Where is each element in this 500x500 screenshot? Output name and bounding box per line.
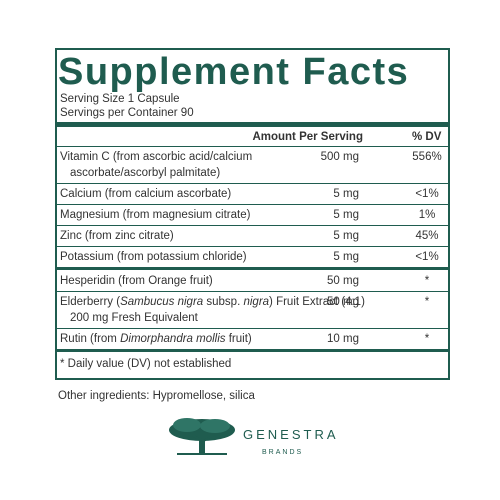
name-part: Calcium (from calcium ascorbate) (60, 188, 232, 200)
daily-value: * (424, 333, 430, 345)
serving-size: Serving Size 1 Capsule (60, 93, 180, 105)
daily-value: * (424, 275, 430, 287)
nutrient-name: Rutin (from Dimorphandra mollis fruit) (60, 331, 252, 347)
daily-value: <1% (415, 188, 439, 200)
row-rule (57, 183, 448, 184)
amount: 50 mg (327, 296, 359, 308)
daily-value: <1% (415, 251, 439, 263)
daily-value: 45% (415, 230, 439, 242)
nutrient-name: Calcium (from calcium ascorbate) (60, 186, 231, 202)
name-part: nigra (243, 296, 270, 308)
name-part: Elderberry ( (60, 296, 121, 308)
amount: 50 mg (327, 275, 359, 287)
row-rule (57, 225, 448, 226)
thick-rule (57, 122, 448, 127)
column-header: Amount Per Serving (252, 131, 363, 143)
thick-rule (57, 349, 448, 352)
amount: 5 mg (333, 209, 359, 221)
logo-sub: BRANDS (262, 449, 304, 456)
name-part: ) Fruit Extract (4:1) (269, 296, 365, 308)
nutrient-name: Vitamin C (from ascorbic acid/calcium (60, 149, 252, 165)
column-header: % DV (412, 131, 442, 143)
nutrient-name: 200 mg Fresh Equivalent (70, 310, 198, 326)
thick-rule (57, 267, 448, 270)
row-rule (57, 291, 448, 292)
amount: 5 mg (333, 188, 359, 200)
amount: 500 mg (320, 151, 359, 163)
name-part: Magnesium (from magnesium citrate) (60, 209, 251, 221)
nutrient-name: Zinc (from zinc citrate) (60, 228, 174, 244)
row-rule (57, 328, 448, 329)
name-part: Dimorphandra mollis (120, 333, 226, 345)
row-rule (57, 204, 448, 205)
daily-value: 556% (412, 151, 442, 163)
amount: 5 mg (333, 251, 359, 263)
name-part: Vitamin C (from ascorbic acid/calcium (60, 151, 253, 163)
nutrient-name: Elderberry (Sambucus nigra subsp. nigra)… (60, 294, 365, 310)
nutrient-name: Potassium (from potassium chloride) (60, 249, 247, 265)
daily-value: 1% (418, 209, 436, 221)
name-part: 200 mg Fresh Equivalent (70, 312, 198, 324)
logo-tree (169, 418, 235, 455)
nutrient-name: Magnesium (from magnesium citrate) (60, 207, 250, 223)
row-rule (57, 146, 448, 147)
title: Supplement Facts (58, 51, 410, 93)
name-part: fruit) (225, 333, 252, 345)
amount: 10 mg (327, 333, 359, 345)
name-part: subsp. (203, 296, 244, 308)
name-part: Rutin (from (60, 333, 121, 345)
name-part: Potassium (from potassium chloride) (60, 251, 247, 263)
daily-value: * (424, 296, 430, 308)
amount: 5 mg (333, 230, 359, 242)
other-ingredients: Other ingredients: Hypromellose, silica (58, 390, 255, 402)
nutrient-name: ascorbate/ascorbyl palmitate) (70, 165, 220, 181)
name-part: Hesperidin (from Orange fruit) (60, 275, 213, 287)
nutrient-name: Hesperidin (from Orange fruit) (60, 273, 213, 289)
logo-name: GENESTRA (243, 427, 339, 442)
name-part: ascorbate/ascorbyl palmitate) (70, 167, 221, 179)
name-part: Sambucus nigra (120, 296, 204, 308)
row-rule (57, 246, 448, 247)
footnote: * Daily value (DV) not established (60, 358, 232, 370)
name-part: Zinc (from zinc citrate) (60, 230, 174, 242)
facts-box (55, 48, 450, 380)
servings-per-container: Servings per Container 90 (60, 107, 194, 119)
